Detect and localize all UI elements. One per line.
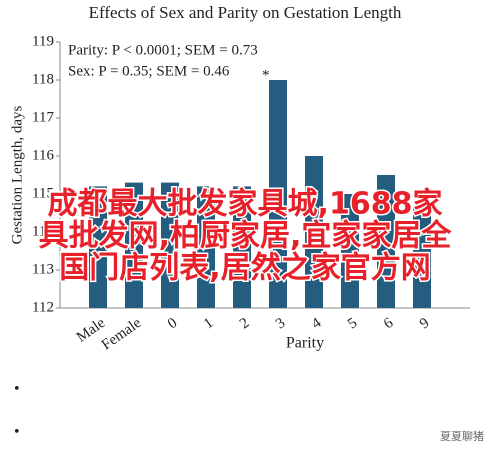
y-tick-label: 116 <box>32 147 54 163</box>
x-tick-label: 5 <box>345 315 360 332</box>
bar <box>125 182 143 308</box>
x-tick-label: 1 <box>201 315 216 332</box>
y-tick-label: 119 <box>32 33 54 49</box>
bar <box>233 186 251 308</box>
bar <box>89 186 107 308</box>
bar <box>305 156 323 308</box>
overlay-text: 国门店列表,居然之家官方网 <box>59 251 430 286</box>
bar <box>377 175 395 308</box>
annotation: * <box>262 67 270 83</box>
bullet-dot: • <box>14 381 20 398</box>
annotation: Sex: P = 0.35; SEM = 0.46 <box>68 63 230 79</box>
bar <box>269 80 287 308</box>
bar <box>341 194 359 308</box>
watermark: 夏夏聊猪 <box>440 429 484 443</box>
bar <box>413 205 431 308</box>
chart-title: Effects of Sex and Parity on Gestation L… <box>89 3 402 22</box>
y-tick-label: 118 <box>32 71 54 87</box>
x-tick-label: 6 <box>381 315 397 333</box>
annotation: Parity: P < 0.0001; SEM = 0.73 <box>68 42 258 58</box>
x-tick-label: 2 <box>237 315 252 332</box>
x-tick-label: 9 <box>417 315 432 332</box>
x-tick-label: 4 <box>309 315 325 333</box>
x-tick-label: Female <box>99 315 145 354</box>
y-tick-label: 113 <box>32 261 54 277</box>
bullet-dot: • <box>14 424 20 441</box>
bar <box>197 186 215 308</box>
overlay-text: 成都最大批发家具城,1688家 <box>48 187 443 222</box>
y-tick-label: 112 <box>32 299 54 315</box>
overlay-text: 具批发网,柏厨家居,宜家家居全 <box>39 219 453 254</box>
y-tick-label: 114 <box>32 223 54 239</box>
y-tick-label: 117 <box>32 109 54 125</box>
y-tick-label: 115 <box>32 185 54 201</box>
y-axis-label: Gestation Length, days <box>9 105 25 244</box>
x-axis-label: Parity <box>286 335 324 352</box>
x-tick-label: 0 <box>165 315 180 332</box>
bar <box>161 182 179 308</box>
x-tick-label: 3 <box>273 315 288 332</box>
